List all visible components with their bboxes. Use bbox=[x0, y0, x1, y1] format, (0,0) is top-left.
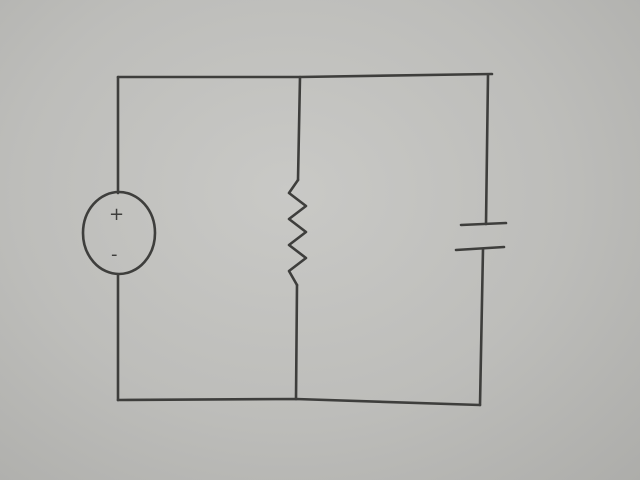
capacitor-wire-top bbox=[484, 73, 490, 226]
resistor-symbol bbox=[287, 178, 308, 287]
capacitor-wire-bottom bbox=[478, 247, 485, 407]
resistor-wire-bottom bbox=[294, 283, 299, 401]
bottom-wire bbox=[116, 397, 482, 407]
negative-terminal-sign: - bbox=[111, 244, 118, 265]
capacitor-plate-bottom bbox=[454, 245, 506, 252]
resistor-wire-top bbox=[296, 75, 302, 182]
positive-terminal-sign: + bbox=[109, 204, 124, 225]
capacitor-plate-top bbox=[459, 221, 508, 227]
voltage-source-symbol bbox=[81, 190, 157, 276]
top-wire bbox=[116, 72, 494, 79]
